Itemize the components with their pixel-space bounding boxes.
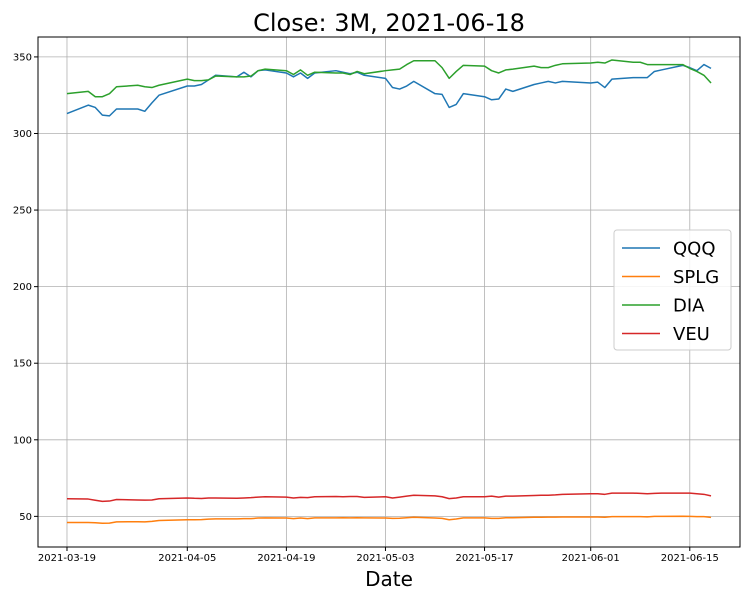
y-tick-label: 100: [13, 435, 32, 446]
x-axis-label: Date: [365, 567, 413, 591]
legend: QQQ SPLG DIA VEU: [613, 229, 732, 351]
x-tick-label: 2021-03-19: [38, 553, 96, 564]
x-tick-label: 2021-05-03: [356, 553, 414, 564]
legend-label-dia: DIA: [673, 296, 705, 317]
chart-title: Close: 3M, 2021-06-18: [253, 9, 525, 37]
x-tick-label: 2021-04-19: [257, 553, 315, 564]
y-tick-label: 50: [19, 512, 32, 523]
x-tick-label: 2021-06-01: [562, 553, 620, 564]
x-tick-label: 2021-04-05: [158, 553, 216, 564]
series-line-splg: [66, 515, 712, 525]
series-line-qqq: [66, 63, 712, 117]
series-line-dia: [66, 59, 712, 98]
legend-label-qqq: QQQ: [673, 239, 716, 260]
x-tick-label: 2021-06-15: [661, 553, 719, 564]
y-axis: 50 100 150 200 250 300 350: [13, 52, 38, 523]
y-tick-label: 300: [13, 129, 32, 140]
legend-label-veu: VEU: [673, 324, 710, 345]
y-tick-label: 250: [13, 206, 32, 217]
x-axis: 2021-03-19 2021-04-05 2021-04-19 2021-05-03…: [38, 547, 719, 564]
plot-area-frame: [37, 36, 741, 548]
y-tick-label: 200: [13, 282, 32, 293]
y-tick-label: 150: [13, 359, 32, 370]
series-line-veu: [66, 492, 712, 503]
y-tick-label: 350: [13, 52, 32, 63]
series-layer: [66, 59, 712, 525]
legend-box: [613, 229, 732, 351]
legend-label-splg: SPLG: [673, 267, 719, 288]
x-tick-label: 2021-05-17: [455, 553, 513, 564]
